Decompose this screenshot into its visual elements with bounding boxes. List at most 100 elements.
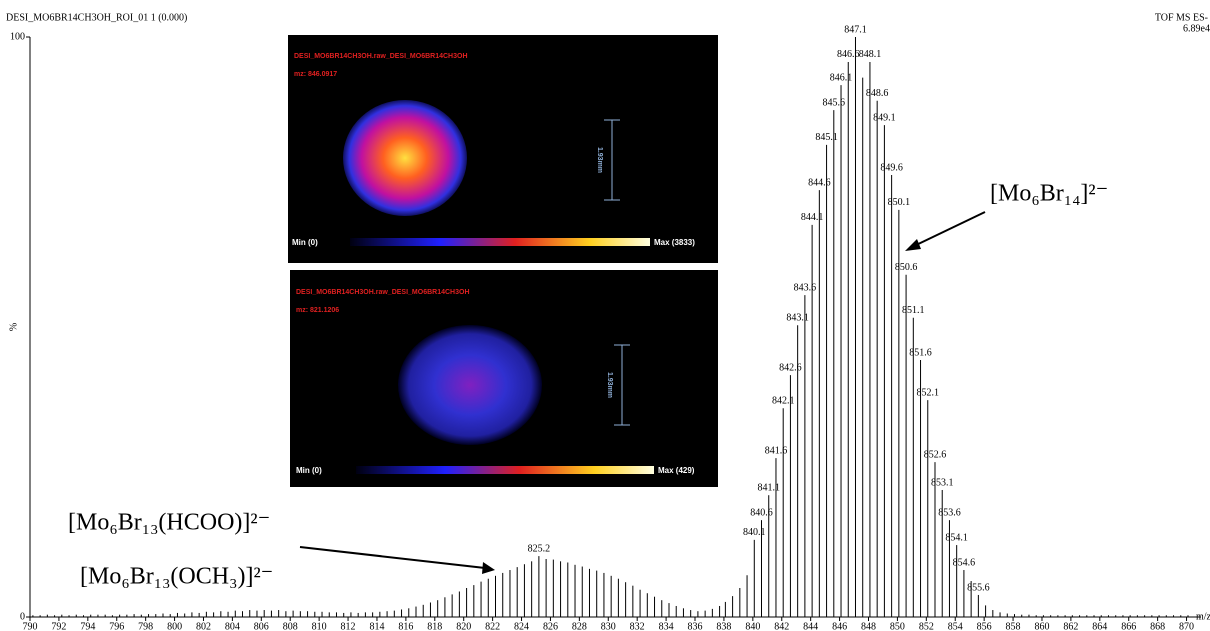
peak-label: 846.1: [830, 72, 853, 83]
peak-label: 852.6: [924, 449, 947, 460]
peak-label: 847.1: [844, 24, 867, 35]
chart-title: DESI_MO6BR14CH3OH_ROI_01 1 (0.000): [6, 12, 187, 23]
x-tick-label: 836: [688, 621, 703, 631]
x-tick-label: 814: [369, 621, 384, 631]
x-tick-label: 790: [23, 621, 38, 631]
x-tick-label: 854: [948, 621, 963, 631]
annotation: [Mo₆Br₁₃(OCH₃)]²⁻: [80, 564, 273, 590]
x-tick-label: 840: [745, 621, 760, 631]
peak-label: 840.1: [743, 527, 766, 538]
arrow: [911, 211, 986, 248]
x-tick-label: 798: [138, 621, 153, 631]
peak-label: 849.6: [880, 162, 903, 173]
color-min: Min (0): [296, 466, 322, 475]
x-tick-label: 866: [1121, 621, 1136, 631]
color-max: Max (3833): [654, 238, 695, 247]
x-tick-label: 824: [514, 621, 529, 631]
x-tick-label: 868: [1150, 621, 1165, 631]
peak-label: 853.6: [938, 507, 961, 518]
y-tick-label: 100: [10, 31, 25, 42]
x-tick-label: 804: [225, 621, 240, 631]
x-tick-label: 796: [109, 621, 124, 631]
heatmap: [343, 100, 467, 216]
x-tick-label: 838: [716, 621, 731, 631]
x-tick-label: 812: [341, 621, 356, 631]
peak-label: 845.1: [815, 132, 838, 143]
color-bar: [356, 466, 654, 474]
x-tick-label: 794: [80, 621, 95, 631]
x-tick-label: 860: [1034, 621, 1049, 631]
peak-label: 854.6: [953, 557, 976, 568]
color-min: Min (0): [292, 238, 318, 247]
heatmap: [398, 325, 542, 445]
x-tick-label: 850: [890, 621, 905, 631]
x-tick-label: 846: [832, 621, 847, 631]
peak-label: 840.6: [750, 507, 773, 518]
peak-label: 850.6: [895, 262, 918, 273]
inset-mz: mz: 846.0917: [294, 71, 337, 78]
x-tick-label: 830: [601, 621, 616, 631]
peak-label: 842.6: [779, 362, 802, 373]
peak-label: 842.1: [772, 395, 795, 406]
x-tick-label: 802: [196, 621, 211, 631]
x-tick-label: 792: [51, 621, 66, 631]
annotation: [Mo₆Br₁₄]²⁻: [990, 181, 1108, 207]
color-bar: [350, 238, 650, 246]
peak-label: 848.1: [859, 49, 882, 60]
peak-label: 850.1: [888, 197, 911, 208]
x-tick-label: 818: [427, 621, 442, 631]
inset-file: DESI_MO6BR14CH3OH.raw_DESI_MO6BR14CH3OH: [294, 53, 468, 60]
x-tick-label: 864: [1092, 621, 1107, 631]
scale-label: 1.93mm: [606, 372, 613, 398]
peak-label: 841.1: [757, 482, 780, 493]
x-tick-label: 848: [861, 621, 876, 631]
x-tick-label: 856: [977, 621, 992, 631]
color-max: Max (429): [658, 466, 695, 475]
arrow: [299, 546, 486, 569]
peak-label: 841.6: [765, 445, 788, 456]
inset-image: 1.93mm DESI_MO6BR14CH3OH.raw_DESI_MO6BR1…: [288, 35, 718, 487]
inset-file: DESI_MO6BR14CH3OH.raw_DESI_MO6BR14CH3OH: [296, 289, 470, 296]
y-axis-label: %: [8, 323, 19, 331]
peak-label: 844.1: [801, 212, 824, 223]
scale-label: 1.93mm: [596, 147, 603, 173]
peak-label: 849.1: [873, 112, 896, 123]
peak-label: 843.6: [794, 282, 817, 293]
x-tick-label: 808: [283, 621, 298, 631]
x-tick-label: 858: [1006, 621, 1021, 631]
x-tick-label: 862: [1063, 621, 1078, 631]
peak-label: 851.1: [902, 305, 925, 316]
x-tick-label: 820: [456, 621, 471, 631]
x-tick-label: 842: [774, 621, 789, 631]
peak-label: 843.1: [786, 313, 809, 324]
x-tick-label: 852: [919, 621, 934, 631]
x-tick-label: 832: [630, 621, 645, 631]
peak-label: 853.1: [931, 477, 954, 488]
intensity: 6.89e4: [1183, 23, 1210, 34]
peak-label: 855.6: [967, 582, 990, 593]
x-tick-label: 816: [398, 621, 413, 631]
x-tick-label: 806: [254, 621, 269, 631]
x-tick-label: 810: [312, 621, 327, 631]
x-tick-label: 826: [543, 621, 558, 631]
peak-label: 846.6: [837, 49, 860, 60]
instrument: TOF MS ES-: [1155, 12, 1208, 23]
peak-label: 852.1: [917, 387, 940, 398]
arrow-head: [905, 239, 921, 251]
y-tick-label: 0: [20, 611, 25, 622]
peak-label: 848.6: [866, 88, 889, 99]
peak-label: 825.2: [528, 543, 551, 554]
peak-label: 851.6: [909, 347, 932, 358]
x-tick-label: 828: [572, 621, 587, 631]
peak-label: 854.1: [945, 532, 968, 543]
peak-label: 845.6: [823, 97, 846, 108]
x-tick-label: 822: [485, 621, 500, 631]
x-tick-label: 870: [1179, 621, 1194, 631]
x-tick-label: 834: [659, 621, 674, 631]
arrow-head: [482, 562, 495, 574]
x-tick-label: 800: [167, 621, 182, 631]
x-axis-label: m/z: [1196, 611, 1210, 622]
annotation: [Mo₆Br₁₃(HCOO)]²⁻: [68, 510, 270, 536]
x-tick-label: 844: [803, 621, 818, 631]
